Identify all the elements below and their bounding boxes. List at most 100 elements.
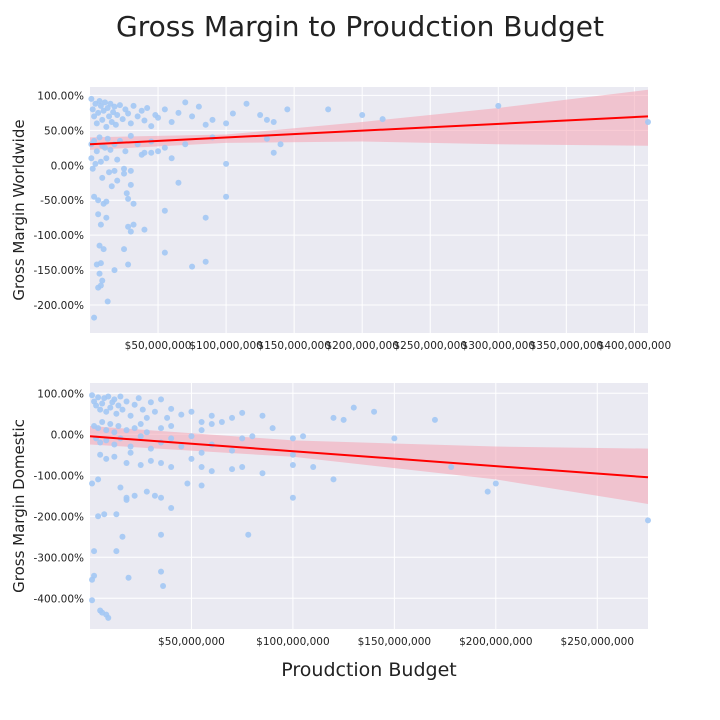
data-point xyxy=(91,137,98,144)
data-point xyxy=(229,414,236,421)
data-point xyxy=(130,102,137,109)
confidence-band xyxy=(90,426,648,504)
data-point xyxy=(122,148,129,155)
x-tick-label: $300,000,000 xyxy=(462,340,535,352)
data-point xyxy=(168,405,175,412)
y-tick-label: -100.00% xyxy=(33,470,84,482)
data-point xyxy=(101,511,108,518)
data-point xyxy=(300,433,307,440)
data-point xyxy=(161,106,168,113)
y-tick-label: 100.00% xyxy=(37,90,84,102)
data-point xyxy=(107,404,114,411)
data-point xyxy=(97,102,104,109)
data-point xyxy=(379,116,386,123)
y-tick-label: -300.00% xyxy=(33,552,84,564)
data-point xyxy=(93,402,100,409)
data-point xyxy=(114,111,121,118)
data-point xyxy=(168,155,175,162)
data-point xyxy=(105,393,112,400)
data-point xyxy=(340,416,347,423)
data-point xyxy=(198,482,205,489)
data-point xyxy=(107,421,114,427)
data-point xyxy=(289,451,296,458)
data-point xyxy=(289,462,296,468)
data-point xyxy=(161,249,168,256)
y-tick-label: -100.00% xyxy=(33,230,84,242)
data-point xyxy=(131,492,138,499)
data-point xyxy=(189,113,196,120)
data-point xyxy=(88,155,95,162)
data-point xyxy=(198,449,205,456)
data-point xyxy=(158,396,165,403)
data-point xyxy=(96,242,103,249)
data-point xyxy=(178,411,185,418)
y-tick-label: -400.00% xyxy=(33,593,84,605)
data-point xyxy=(125,110,132,117)
data-point xyxy=(111,429,118,436)
data-point xyxy=(168,423,175,430)
data-point xyxy=(104,135,111,142)
data-point xyxy=(289,494,296,501)
data-point xyxy=(95,109,102,116)
data-point xyxy=(131,401,138,408)
data-point xyxy=(245,531,252,538)
data-point xyxy=(371,408,378,415)
data-point xyxy=(97,260,104,267)
data-point xyxy=(103,123,110,130)
data-point xyxy=(91,193,98,200)
y-tick-label: -200.00% xyxy=(33,511,84,523)
data-point xyxy=(195,103,202,110)
data-point xyxy=(229,447,236,454)
data-point xyxy=(111,396,118,403)
data-point xyxy=(239,409,246,416)
data-point xyxy=(99,418,106,425)
y-tick-label: -150.00% xyxy=(33,265,84,277)
data-point xyxy=(130,200,137,207)
data-point xyxy=(148,123,155,130)
x-tick-label: $150,000,000 xyxy=(257,340,330,352)
data-point xyxy=(168,505,175,512)
x-tick-label: $200,000,000 xyxy=(325,340,398,352)
data-point xyxy=(148,149,155,156)
data-point xyxy=(103,155,110,162)
data-point xyxy=(108,183,115,190)
data-point xyxy=(112,121,119,128)
data-point xyxy=(91,113,98,120)
y-tick-label: 50.00% xyxy=(44,125,84,137)
data-point xyxy=(239,464,246,471)
data-point xyxy=(96,134,103,141)
data-point xyxy=(137,421,144,427)
data-point xyxy=(99,174,106,181)
data-point xyxy=(93,148,100,155)
data-point xyxy=(209,116,216,123)
data-point xyxy=(103,427,110,434)
data-point xyxy=(89,597,96,604)
data-point xyxy=(88,95,95,102)
data-point xyxy=(127,449,134,456)
data-point xyxy=(277,141,284,148)
data-point xyxy=(158,425,165,432)
data-point xyxy=(97,439,104,446)
data-point xyxy=(101,99,108,106)
data-point xyxy=(89,165,96,172)
data-point xyxy=(137,462,144,468)
x-tick-label: $250,000,000 xyxy=(561,636,634,648)
data-point xyxy=(106,113,113,120)
data-point xyxy=(198,418,205,425)
data-point xyxy=(97,282,104,289)
data-point xyxy=(141,226,148,233)
y-axis-title: Gross Margin Worldwide xyxy=(10,119,28,300)
data-point xyxy=(111,441,118,448)
data-point xyxy=(198,464,205,471)
data-point xyxy=(89,480,96,487)
data-point xyxy=(257,111,264,118)
x-tick-label: $150,000,000 xyxy=(358,636,431,648)
data-point xyxy=(310,464,317,471)
data-point xyxy=(115,423,122,430)
data-point xyxy=(100,200,107,207)
data-point xyxy=(89,576,96,583)
data-point xyxy=(138,107,145,114)
data-point xyxy=(121,246,128,253)
data-point xyxy=(101,144,108,151)
data-point xyxy=(492,480,499,487)
